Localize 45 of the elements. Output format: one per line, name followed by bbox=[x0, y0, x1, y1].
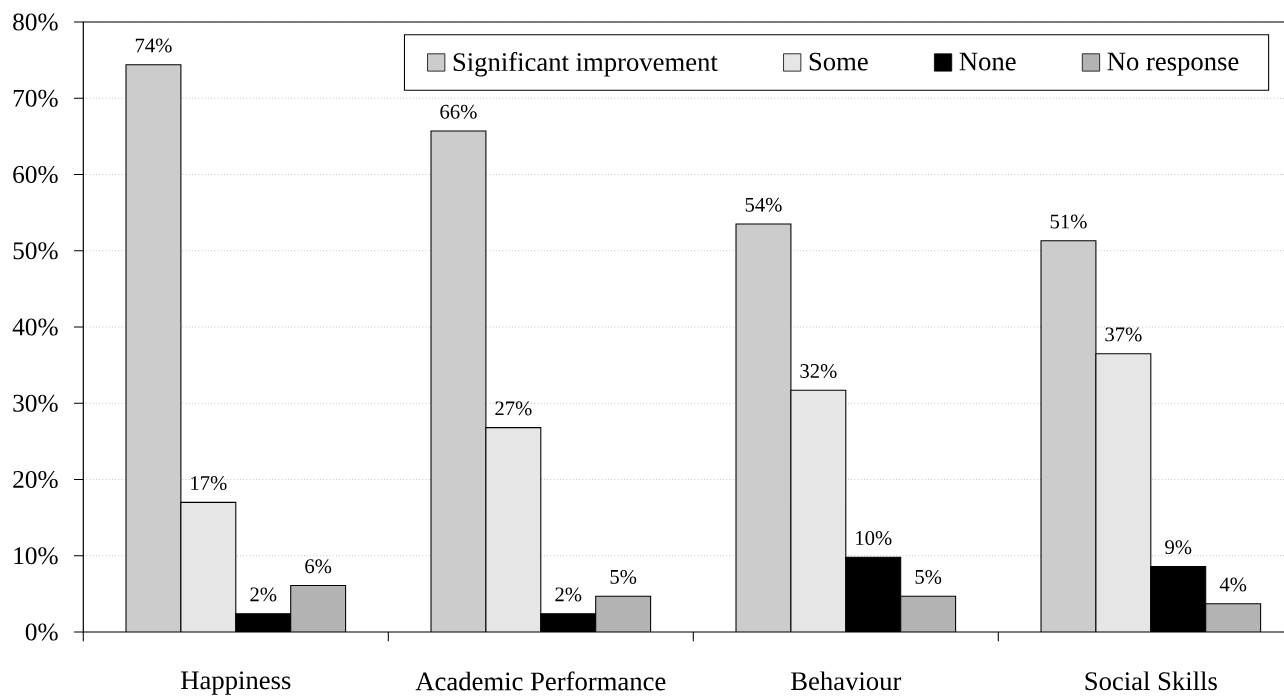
bar bbox=[790, 389, 847, 632]
bar bbox=[485, 427, 542, 632]
y-tick-label: 70% bbox=[13, 89, 58, 107]
y-tick-label: 10% bbox=[14, 547, 58, 565]
y-tick-label: 60% bbox=[13, 165, 58, 184]
data-label: 6% bbox=[305, 559, 332, 574]
bar bbox=[595, 595, 652, 632]
y-tick-label: 40% bbox=[12, 318, 58, 336]
y-tick-label: 50% bbox=[13, 242, 58, 260]
bar bbox=[735, 223, 792, 632]
data-label: 51% bbox=[1050, 214, 1087, 229]
x-tick-label: Social Skills bbox=[1085, 671, 1217, 691]
data-label: 2% bbox=[250, 587, 277, 602]
bar bbox=[430, 130, 487, 632]
y-tick-label: 80% bbox=[13, 13, 58, 31]
x-tick-label: Academic Performance bbox=[415, 671, 666, 691]
legend-label: None bbox=[959, 52, 1016, 71]
x-tick-label: Happiness bbox=[181, 671, 291, 695]
data-label: 66% bbox=[440, 104, 477, 119]
data-label: 32% bbox=[800, 364, 837, 379]
data-label: 74% bbox=[135, 38, 172, 53]
data-label: 27% bbox=[495, 401, 532, 416]
x-tick-label: Behaviour bbox=[791, 671, 902, 691]
data-label: 10% bbox=[856, 531, 892, 546]
bar bbox=[180, 502, 236, 632]
data-label: 9% bbox=[1165, 540, 1192, 555]
bar bbox=[290, 585, 346, 632]
data-label: 54% bbox=[745, 197, 782, 212]
data-label: 2% bbox=[555, 587, 582, 602]
data-label: 5% bbox=[610, 569, 637, 584]
data-label: 37% bbox=[1105, 327, 1142, 342]
bar bbox=[126, 64, 181, 632]
bar bbox=[1095, 353, 1152, 632]
legend-label: Some bbox=[809, 52, 868, 71]
bar bbox=[1040, 240, 1097, 632]
bar bbox=[900, 595, 957, 632]
data-label: 4% bbox=[1219, 577, 1247, 592]
y-tick-label: 0% bbox=[25, 623, 58, 641]
bar bbox=[1205, 603, 1262, 632]
legend-label: Significant improvement bbox=[453, 52, 718, 77]
y-tick-label: 30% bbox=[13, 394, 58, 412]
data-label: 17% bbox=[191, 476, 227, 491]
y-tick-label: 20% bbox=[13, 470, 58, 489]
data-label: 5% bbox=[915, 569, 942, 584]
legend-label: No response bbox=[1107, 52, 1239, 76]
